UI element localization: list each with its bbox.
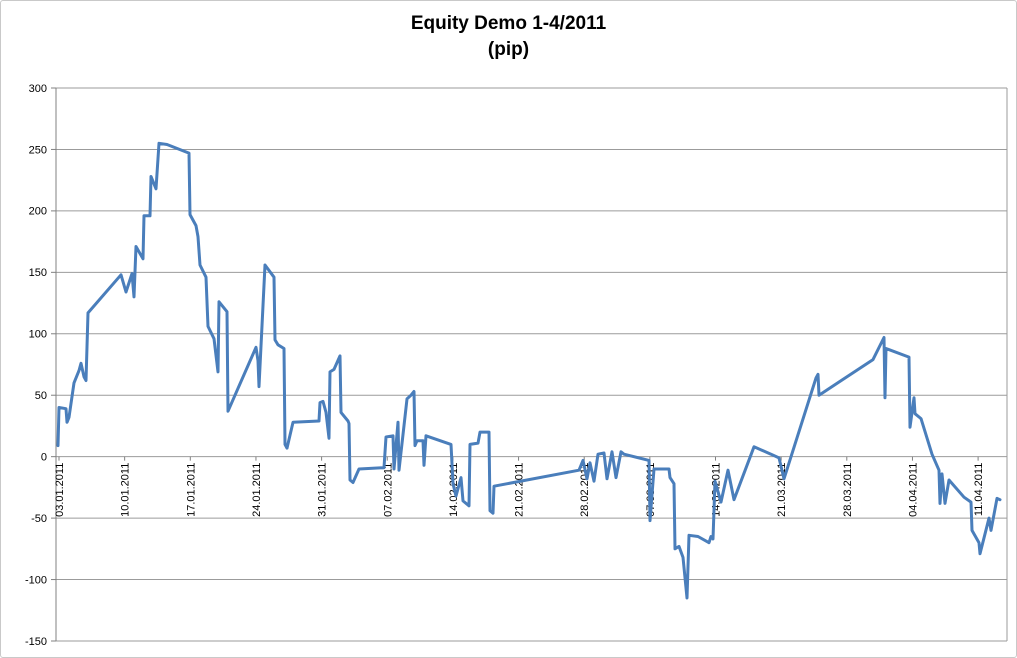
x-axis-tick-label: 11.04.2011 — [973, 463, 985, 516]
y-axis-tick-label: 0 — [41, 452, 47, 464]
x-axis-tick-label: 03.01.2011 — [54, 463, 66, 517]
x-axis-tick-label: 07.02.2011 — [382, 463, 394, 517]
y-axis-tick-label: 250 — [29, 144, 47, 156]
y-axis-tick-label: -100 — [25, 574, 47, 586]
chart-title-line1: Equity Demo 1-4/2011 — [410, 13, 607, 34]
equity-series-line — [56, 141, 1002, 600]
y-axis-tick-label: 50 — [35, 390, 47, 402]
x-axis-tick-label: 17.01.2011 — [185, 463, 197, 517]
chart-title-line2: (pip) — [487, 39, 530, 60]
x-axis-tick-label: 28.03.2011 — [842, 463, 854, 517]
x-axis-tick-label: 24.01.2011 — [251, 463, 263, 517]
y-axis-tick-label: 150 — [29, 267, 47, 279]
y-axis-tick-label: -50 — [31, 513, 47, 525]
chart-title: Equity Demo 1-4/2011 (pip) — [1, 11, 1016, 63]
y-axis-tick-label: -150 — [25, 636, 47, 648]
x-axis-tick-label: 21.02.2011 — [514, 463, 526, 517]
x-axis-tick-label: 10.01.2011 — [120, 463, 132, 517]
y-axis-tick-label: 100 — [29, 329, 47, 341]
x-axis-tick-label: 04.04.2011 — [907, 463, 919, 517]
y-axis-tick-label: 200 — [29, 206, 47, 218]
x-axis-tick-label: 31.01.2011 — [317, 463, 329, 517]
y-axis-tick-label: 300 — [29, 83, 47, 95]
